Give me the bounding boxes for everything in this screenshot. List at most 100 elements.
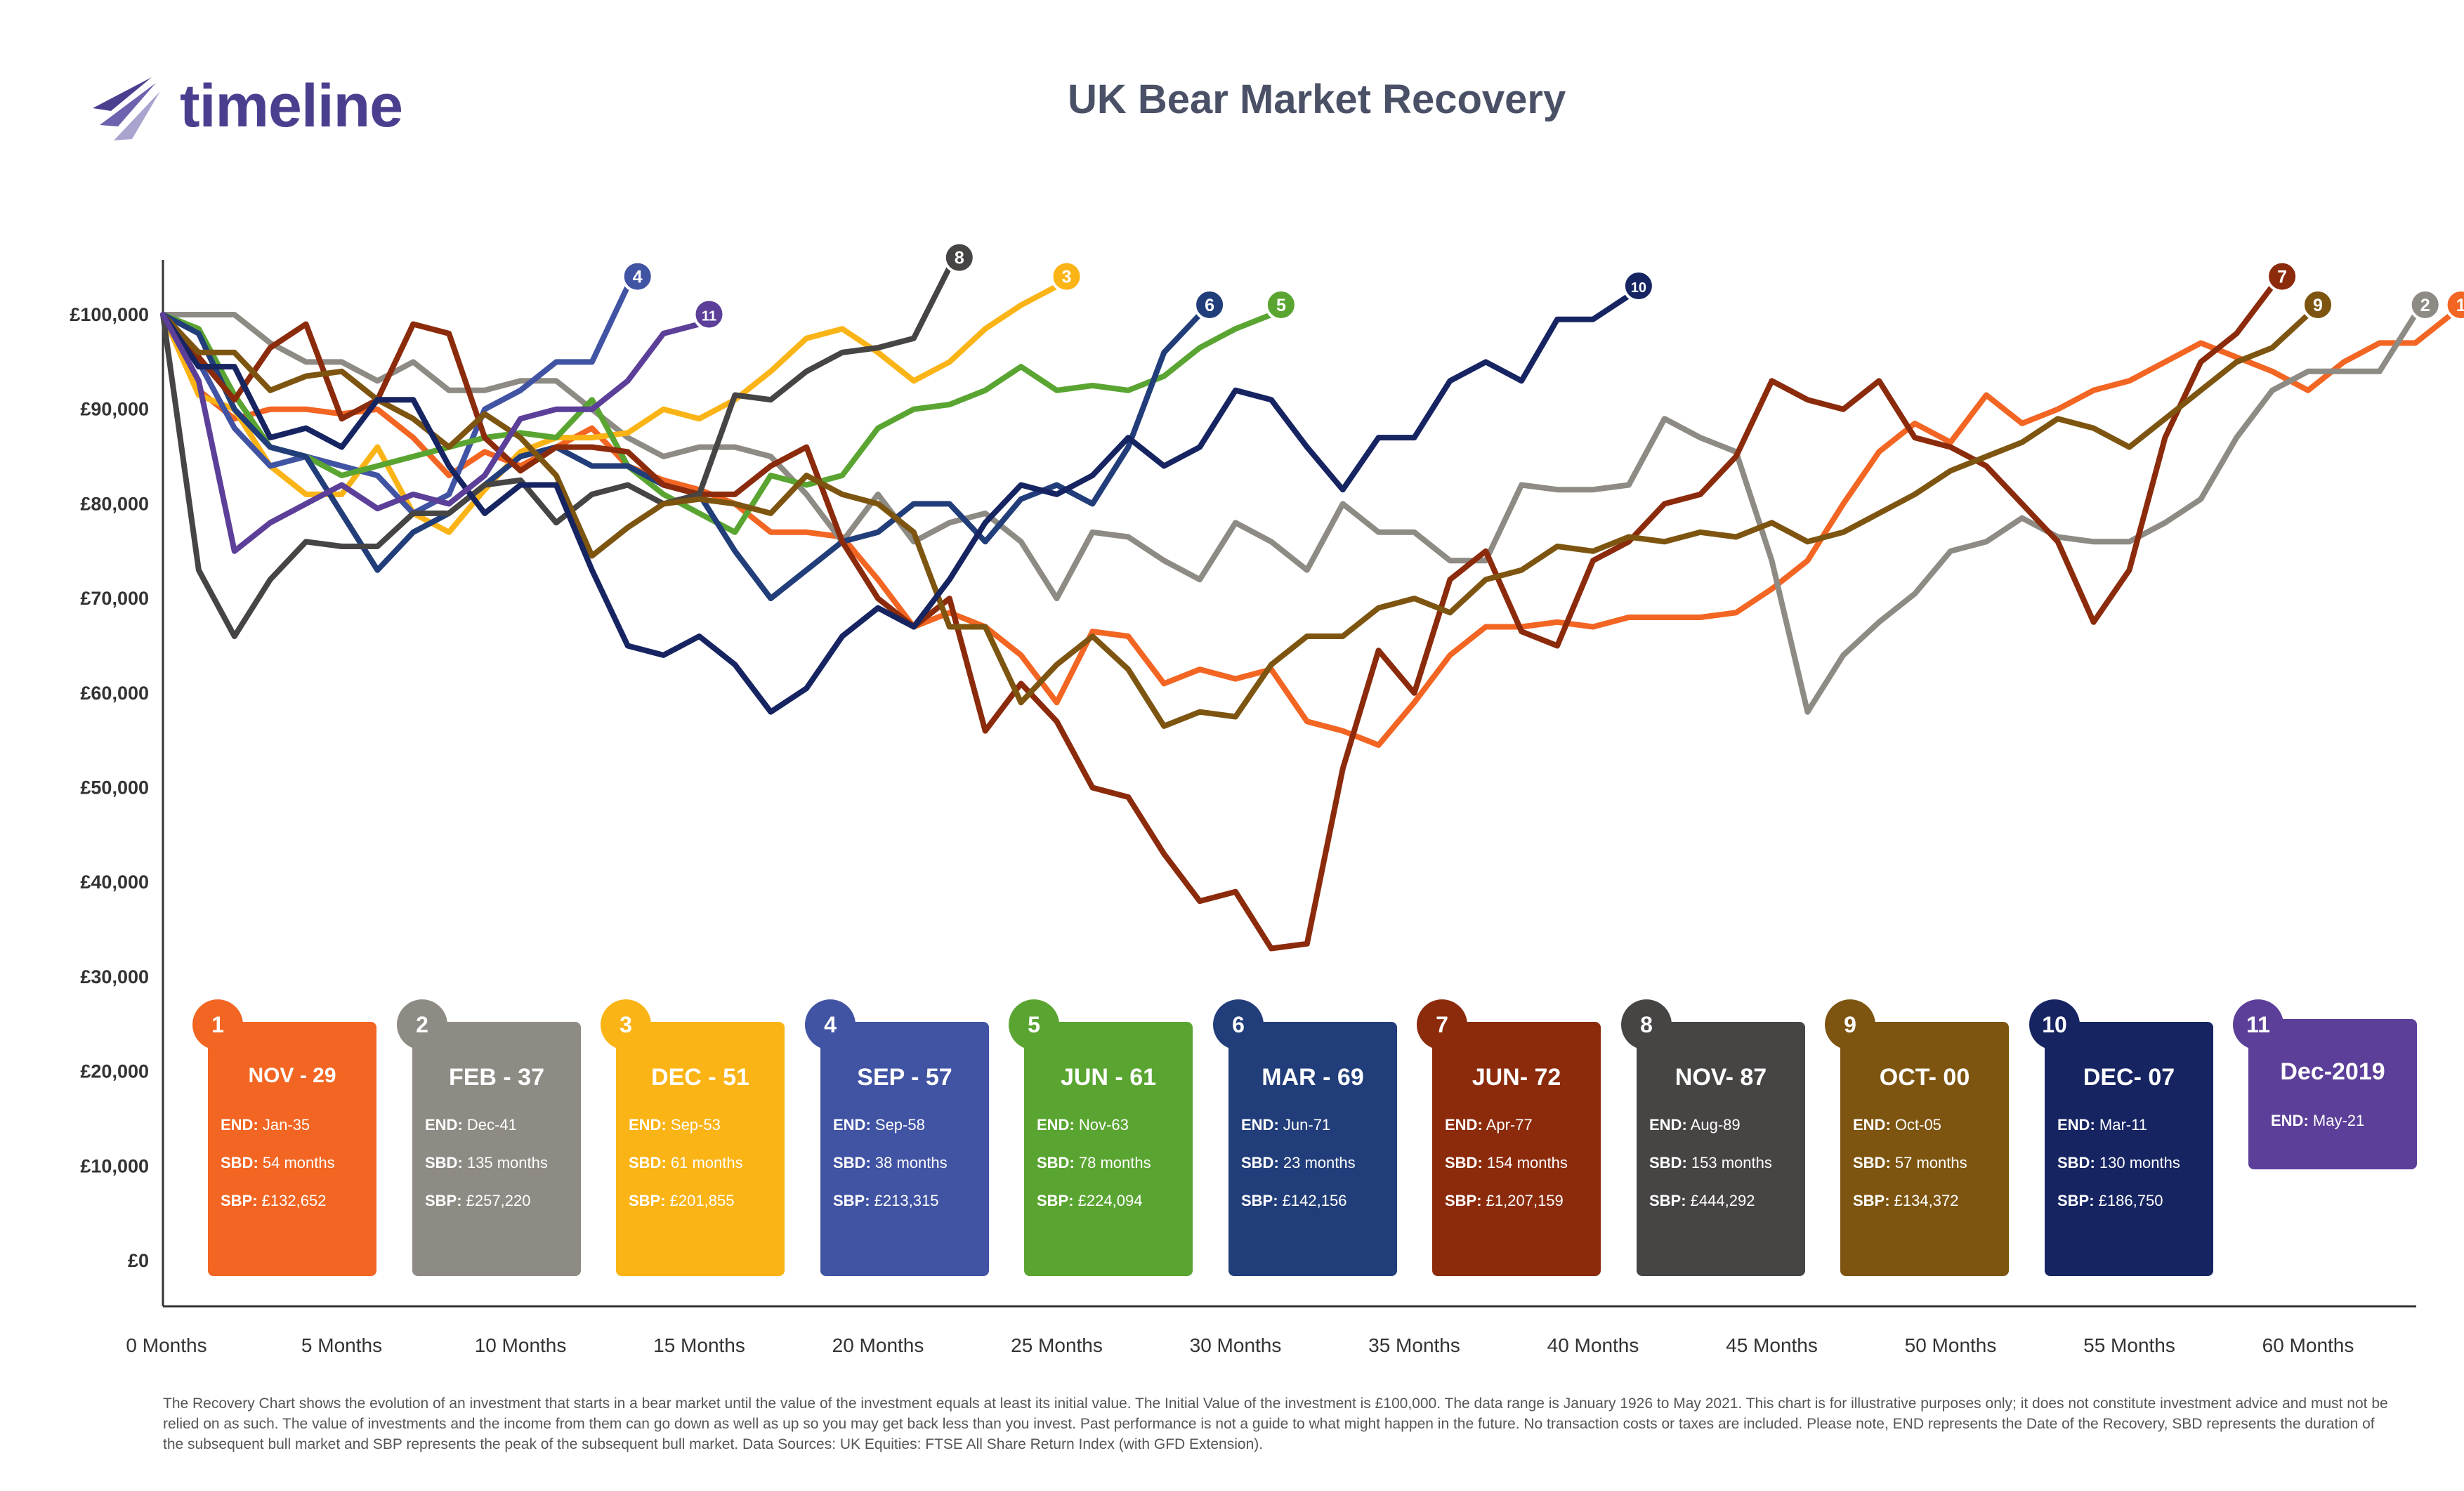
x-tick-label: 0 Months	[126, 1334, 207, 1356]
card-sbd-label: SBD:	[221, 1154, 258, 1171]
card-2: FEB - 37 END: Dec-41 SBD: 135 months SBP: £…	[412, 1022, 581, 1276]
card-number-badge: 11	[2233, 999, 2283, 1050]
series-end-label-2: 2	[2420, 296, 2430, 315]
x-tick-label: 30 Months	[1190, 1334, 1282, 1356]
series-line-9	[160, 312, 2311, 729]
series-end-label-7: 7	[2277, 268, 2287, 287]
card-title: NOV- 87	[1675, 1064, 1767, 1091]
y-tick-label: £70,000	[80, 588, 149, 609]
card-sbd-row: SBD: 154 months	[1445, 1154, 1568, 1172]
series-end-label-5: 5	[1276, 296, 1286, 315]
timeline-logo: timeline	[90, 67, 403, 145]
card-sbp-value: £186,750	[2094, 1192, 2163, 1209]
card-sbp-row: SBP: £201,855	[629, 1192, 734, 1210]
card-sbp-row: SBP: £186,750	[2057, 1192, 2163, 1210]
card-end-label: END:	[1445, 1116, 1483, 1134]
card-sbp-value: £201,855	[665, 1192, 735, 1209]
card-sbd-value: 78 months	[1074, 1154, 1151, 1171]
y-tick-label: £30,000	[80, 966, 149, 987]
series-end-marker-9	[2302, 289, 2334, 321]
card-end-value: Dec-41	[462, 1116, 517, 1134]
card-end-label: END:	[1853, 1116, 1891, 1134]
card-9: OCT- 00 END: Oct-05 SBD: 57 months SBP: £13…	[1840, 1022, 2009, 1276]
card-end-row: END: Apr-77	[1445, 1116, 1533, 1134]
card-end-value: Jan-35	[258, 1116, 310, 1134]
y-tick-label: £60,000	[80, 683, 149, 704]
series-end-label-11: 11	[702, 308, 716, 324]
series-end-marker-1	[2444, 289, 2464, 321]
series-end-marker-11	[693, 298, 726, 331]
series-end-marker-6	[1193, 289, 1226, 321]
card-sbp-label: SBP:	[833, 1192, 870, 1209]
card-end-row: END: Dec-41	[425, 1116, 517, 1134]
card-sbd-row: SBD: 61 months	[629, 1154, 743, 1172]
card-sbd-label: SBD:	[1037, 1154, 1075, 1171]
card-sbp-value: £213,315	[870, 1192, 939, 1209]
card-sbd-value: 153 months	[1686, 1154, 1772, 1171]
card-end-label: END:	[425, 1116, 463, 1134]
card-end-label: END:	[2057, 1116, 2095, 1134]
x-tick-label: 5 Months	[301, 1334, 382, 1356]
card-end-row: END: Sep-53	[629, 1116, 721, 1134]
card-end-value: Mar-11	[2095, 1116, 2147, 1134]
card-sbp-label: SBP:	[1037, 1192, 1074, 1209]
card-number-badge: 3	[601, 999, 651, 1050]
card-sbd-value: 23 months	[1278, 1154, 1356, 1171]
card-sbd-row: SBD: 38 months	[833, 1154, 948, 1172]
footnote: The Recovery Chart shows the evolution o…	[163, 1395, 2388, 1452]
y-tick-label: £50,000	[80, 777, 149, 799]
card-5: JUN - 61 END: Nov-63 SBD: 78 months SBP: £2…	[1024, 1022, 1193, 1276]
chart-axes	[162, 260, 2416, 1308]
card-sbd-row: SBD: 54 months	[221, 1154, 335, 1172]
logo-text: timeline	[180, 72, 403, 140]
card-sbd-value: 130 months	[2095, 1154, 2180, 1171]
card-sbd-label: SBD:	[629, 1154, 667, 1171]
card-number-badge: 2	[397, 999, 447, 1050]
chart-title: UK Bear Market Recovery	[1068, 77, 1566, 122]
card-sbp-value: £224,094	[1073, 1192, 1143, 1209]
series-lines	[160, 264, 2454, 952]
card-sbp-value: £134,372	[1889, 1192, 1959, 1209]
x-tick-label: 45 Months	[1726, 1334, 1818, 1356]
x-tick-label: 10 Months	[475, 1334, 567, 1356]
card-end-label: END:	[1649, 1116, 1687, 1134]
series-end-marker-5	[1264, 289, 1297, 321]
card-11: Dec-2019 END: May-21	[2248, 1019, 2417, 1169]
card-sbp-label: SBP:	[2057, 1192, 2095, 1209]
card-title: JUN - 61	[1060, 1064, 1157, 1091]
card-sbp-row: SBP: £444,292	[1649, 1192, 1755, 1210]
card-end-row: END: Jun-71	[1241, 1116, 1330, 1134]
card-sbp-value: £257,220	[461, 1192, 531, 1209]
card-8: NOV- 87 END: Aug-89 SBD: 153 months SBP: £4…	[1637, 1022, 1805, 1276]
series-end-label-3: 3	[1062, 268, 1072, 287]
card-sbd-label: SBD:	[1241, 1154, 1279, 1171]
card-title: MAR - 69	[1262, 1064, 1364, 1091]
card-sbd-row: SBD: 78 months	[1037, 1154, 1151, 1172]
card-end-label: END:	[629, 1116, 667, 1134]
logo-swoosh-icon	[93, 77, 160, 140]
card-sbd-value: 57 months	[1890, 1154, 1967, 1171]
card-sbp-label: SBP:	[1649, 1192, 1686, 1209]
series-line-2	[160, 312, 2418, 715]
card-end-row: END: Oct-05	[1853, 1116, 1941, 1134]
y-tick-label: £0	[128, 1250, 149, 1271]
series-line-4	[160, 283, 631, 516]
card-end-row: END: May-21	[2271, 1112, 2364, 1130]
card-sbp-label: SBP:	[629, 1192, 666, 1209]
card-sbp-label: SBP:	[1241, 1192, 1278, 1209]
card-sbp-label: SBP:	[1853, 1192, 1890, 1209]
card-end-label: END:	[221, 1116, 258, 1134]
y-tick-label: £100,000	[70, 304, 149, 325]
card-title: SEP - 57	[857, 1064, 952, 1091]
y-tick-label: £90,000	[80, 399, 149, 420]
card-sbd-value: 54 months	[258, 1154, 335, 1171]
card-sbd-value: 61 months	[666, 1154, 743, 1171]
card-end-value: Jun-71	[1278, 1116, 1331, 1134]
x-tick-label: 15 Months	[653, 1334, 745, 1356]
x-tick-label: 35 Months	[1368, 1334, 1460, 1356]
card-end-value: Nov-63	[1074, 1116, 1129, 1134]
card-end-value: Oct-05	[1890, 1116, 1941, 1134]
card-title: FEB - 37	[448, 1064, 545, 1091]
series-end-marker-4	[621, 260, 654, 293]
